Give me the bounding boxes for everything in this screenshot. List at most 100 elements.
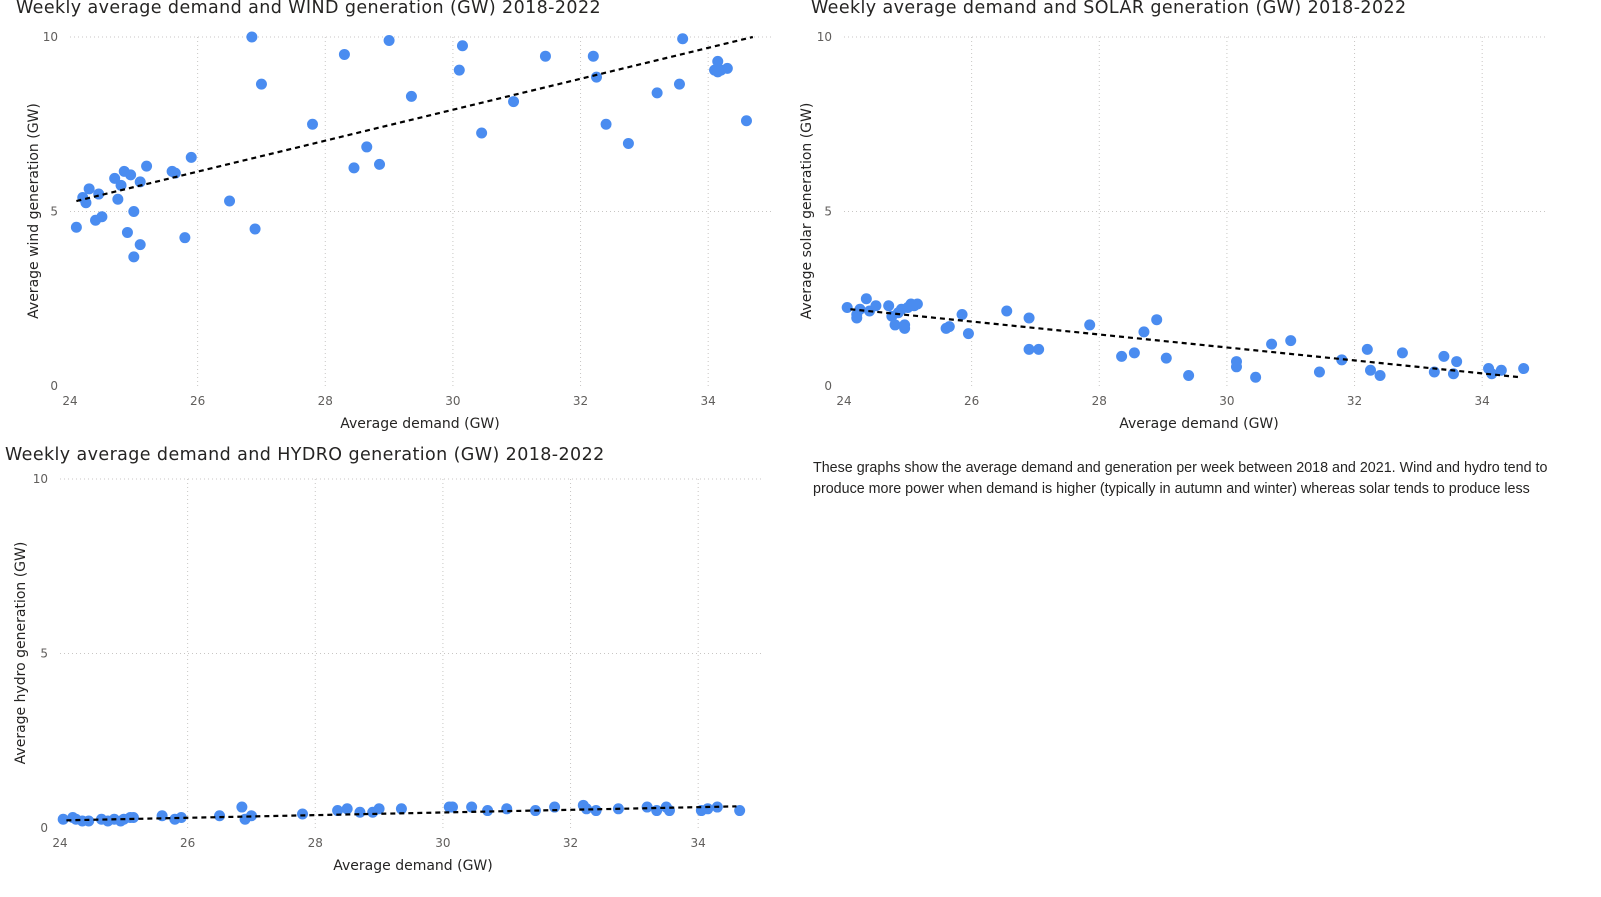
solar-data-point[interactable] bbox=[1151, 314, 1163, 326]
wind-data-point[interactable] bbox=[673, 78, 685, 90]
solar-data-point[interactable] bbox=[1336, 354, 1348, 366]
hydro-data-point[interactable] bbox=[395, 803, 407, 815]
hydro-data-point[interactable] bbox=[354, 806, 366, 818]
solar-data-point[interactable] bbox=[962, 328, 974, 340]
solar-data-point[interactable] bbox=[1486, 368, 1498, 380]
wind-data-point[interactable] bbox=[651, 87, 663, 99]
solar-data-point[interactable] bbox=[1183, 370, 1195, 382]
hydro-data-point[interactable] bbox=[156, 810, 168, 822]
wind-data-point[interactable] bbox=[70, 221, 82, 233]
wind-data-point[interactable] bbox=[476, 127, 488, 139]
wind-data-point[interactable] bbox=[179, 232, 191, 244]
solar-data-point[interactable] bbox=[1518, 363, 1530, 375]
hydro-data-point[interactable] bbox=[466, 801, 478, 813]
solar-data-point[interactable] bbox=[1138, 326, 1150, 338]
wind-data-point[interactable] bbox=[128, 206, 140, 217]
wind-data-point[interactable] bbox=[115, 179, 127, 191]
hydro-data-point[interactable] bbox=[446, 801, 458, 813]
wind-data-point[interactable] bbox=[134, 239, 146, 251]
solar-data-point[interactable] bbox=[860, 293, 872, 305]
solar-data-point[interactable] bbox=[1451, 356, 1463, 368]
wind-data-point[interactable] bbox=[677, 33, 689, 45]
solar-data-point[interactable] bbox=[943, 321, 955, 333]
wind-data-point[interactable] bbox=[338, 48, 350, 60]
wind-data-point[interactable] bbox=[83, 183, 95, 195]
solar-data-point[interactable] bbox=[1023, 312, 1035, 324]
solar-data-point[interactable] bbox=[889, 319, 901, 331]
hydro-data-point[interactable] bbox=[702, 803, 714, 815]
hydro-data-point[interactable] bbox=[651, 805, 663, 817]
hydro-data-point[interactable] bbox=[297, 808, 309, 820]
solar-data-point[interactable] bbox=[1230, 361, 1242, 373]
solar-data-point[interactable] bbox=[1365, 364, 1376, 376]
solar-data-point[interactable] bbox=[1374, 370, 1386, 382]
solar-data-point[interactable] bbox=[1313, 366, 1325, 378]
wind-data-point[interactable] bbox=[125, 169, 137, 181]
wind-data-point[interactable] bbox=[109, 172, 121, 184]
solar-data-point[interactable] bbox=[899, 319, 911, 331]
hydro-data-point[interactable] bbox=[214, 810, 226, 822]
hydro-data-point[interactable] bbox=[590, 805, 602, 817]
wind-data-point[interactable] bbox=[456, 40, 468, 52]
wind-data-point[interactable] bbox=[591, 71, 602, 83]
solar-data-point[interactable] bbox=[1361, 343, 1373, 355]
wind-data-point[interactable] bbox=[128, 251, 140, 263]
solar-data-point[interactable] bbox=[1495, 364, 1507, 376]
wind-data-point[interactable] bbox=[141, 160, 153, 172]
wind-data-point[interactable] bbox=[712, 55, 724, 67]
wind-data-point[interactable] bbox=[255, 78, 267, 90]
hydro-data-point[interactable] bbox=[245, 810, 257, 822]
hydro-data-point[interactable] bbox=[549, 801, 561, 813]
solar-data-point[interactable] bbox=[911, 298, 923, 310]
solar-data-point[interactable] bbox=[851, 312, 863, 324]
wind-data-point[interactable] bbox=[383, 34, 395, 46]
solar-data-point[interactable] bbox=[1001, 305, 1013, 317]
solar-data-point[interactable] bbox=[1438, 350, 1450, 362]
wind-data-point[interactable] bbox=[622, 137, 634, 149]
hydro-data-point[interactable] bbox=[236, 801, 248, 813]
hydro-data-point[interactable] bbox=[127, 812, 139, 824]
hydro-data-point[interactable] bbox=[373, 803, 385, 815]
solar-data-point[interactable] bbox=[1116, 350, 1128, 362]
hydro-data-point[interactable] bbox=[734, 805, 746, 817]
wind-data-point[interactable] bbox=[600, 118, 612, 130]
solar-data-point[interactable] bbox=[956, 308, 968, 320]
wind-data-point[interactable] bbox=[587, 50, 599, 62]
wind-data-point[interactable] bbox=[307, 118, 319, 130]
solar-data-point[interactable] bbox=[1033, 343, 1045, 355]
solar-data-point[interactable] bbox=[883, 300, 895, 312]
wind-data-point[interactable] bbox=[80, 197, 92, 209]
solar-data-point[interactable] bbox=[1084, 319, 1096, 331]
hydro-data-point[interactable] bbox=[482, 805, 494, 817]
hydro-data-point[interactable] bbox=[341, 803, 353, 815]
wind-data-point[interactable] bbox=[134, 176, 146, 188]
solar-data-point[interactable] bbox=[870, 300, 882, 312]
wind-data-point[interactable] bbox=[121, 226, 133, 238]
wind-data-point[interactable] bbox=[249, 223, 261, 235]
hydro-data-point[interactable] bbox=[641, 801, 653, 813]
solar-data-point[interactable] bbox=[841, 301, 853, 313]
wind-data-point[interactable] bbox=[348, 162, 360, 174]
hydro-data-point[interactable] bbox=[581, 803, 592, 815]
hydro-data-point[interactable] bbox=[57, 813, 69, 825]
wind-data-point[interactable] bbox=[96, 211, 108, 223]
wind-data-point[interactable] bbox=[185, 151, 197, 163]
hydro-data-point[interactable] bbox=[332, 805, 344, 817]
wind-data-point[interactable] bbox=[453, 64, 465, 76]
solar-data-point[interactable] bbox=[1396, 347, 1408, 359]
hydro-data-point[interactable] bbox=[175, 812, 187, 824]
solar-data-point[interactable] bbox=[1250, 371, 1262, 383]
solar-data-point[interactable] bbox=[1128, 347, 1140, 359]
solar-data-point[interactable] bbox=[1266, 338, 1278, 350]
solar-data-point[interactable] bbox=[1023, 343, 1035, 355]
wind-data-point[interactable] bbox=[361, 141, 373, 153]
solar-data-point[interactable] bbox=[1285, 335, 1297, 347]
hydro-data-point[interactable] bbox=[83, 815, 95, 827]
wind-data-point[interactable] bbox=[539, 50, 551, 62]
wind-data-point[interactable] bbox=[405, 90, 417, 102]
wind-data-point[interactable] bbox=[112, 193, 124, 205]
wind-data-point[interactable] bbox=[224, 195, 236, 207]
wind-data-point[interactable] bbox=[721, 62, 733, 74]
hydro-data-point[interactable] bbox=[501, 803, 513, 815]
solar-data-point[interactable] bbox=[1160, 352, 1172, 364]
